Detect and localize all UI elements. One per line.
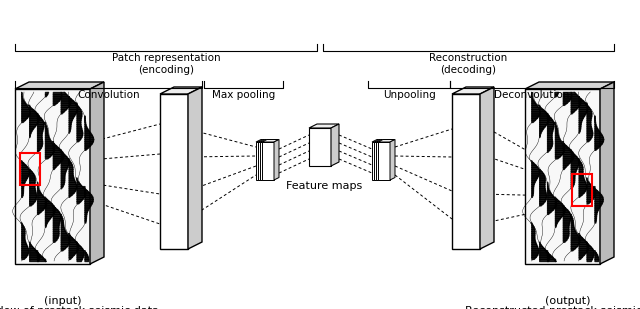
Text: A window of prestack seismic data: A window of prestack seismic data	[0, 306, 159, 309]
Polygon shape	[90, 82, 104, 264]
Polygon shape	[260, 142, 272, 180]
Polygon shape	[525, 89, 600, 264]
Text: Max pooling: Max pooling	[212, 90, 275, 100]
Polygon shape	[309, 124, 339, 128]
Polygon shape	[390, 139, 395, 180]
Polygon shape	[372, 142, 384, 180]
Bar	[20, 153, 40, 185]
Polygon shape	[384, 139, 389, 180]
Text: Convolution: Convolution	[77, 90, 140, 100]
Polygon shape	[274, 139, 279, 180]
Polygon shape	[376, 139, 393, 142]
Polygon shape	[258, 142, 270, 180]
Polygon shape	[331, 124, 339, 166]
Polygon shape	[258, 139, 275, 142]
Bar	[572, 174, 592, 206]
Polygon shape	[374, 142, 386, 180]
Polygon shape	[374, 139, 391, 142]
Text: Reconstruction
(decoding): Reconstruction (decoding)	[429, 53, 508, 74]
Polygon shape	[262, 139, 279, 142]
Polygon shape	[388, 139, 393, 180]
Polygon shape	[600, 82, 614, 264]
Polygon shape	[309, 128, 331, 166]
Polygon shape	[272, 139, 277, 180]
Polygon shape	[262, 142, 274, 180]
Polygon shape	[378, 142, 390, 180]
Polygon shape	[260, 139, 277, 142]
Polygon shape	[15, 82, 104, 89]
Text: Reconstructed prestack seismic data: Reconstructed prestack seismic data	[465, 306, 640, 309]
Polygon shape	[452, 94, 480, 249]
Text: Patch representation
(encoding): Patch representation (encoding)	[112, 53, 220, 74]
Polygon shape	[372, 139, 389, 142]
Text: Feature maps: Feature maps	[286, 181, 362, 191]
Polygon shape	[188, 87, 202, 249]
Polygon shape	[480, 87, 494, 249]
Polygon shape	[270, 139, 275, 180]
Polygon shape	[525, 82, 614, 89]
Polygon shape	[256, 142, 268, 180]
Text: Unpooling: Unpooling	[383, 90, 435, 100]
Polygon shape	[15, 89, 90, 264]
Polygon shape	[160, 87, 202, 94]
Polygon shape	[386, 139, 391, 180]
Text: (input): (input)	[44, 296, 81, 306]
Polygon shape	[268, 139, 273, 180]
Polygon shape	[160, 94, 188, 249]
Text: Deconvolution: Deconvolution	[494, 90, 570, 100]
Polygon shape	[378, 139, 395, 142]
Polygon shape	[256, 139, 273, 142]
Polygon shape	[376, 142, 388, 180]
Polygon shape	[452, 87, 494, 94]
Text: (output): (output)	[545, 296, 590, 306]
